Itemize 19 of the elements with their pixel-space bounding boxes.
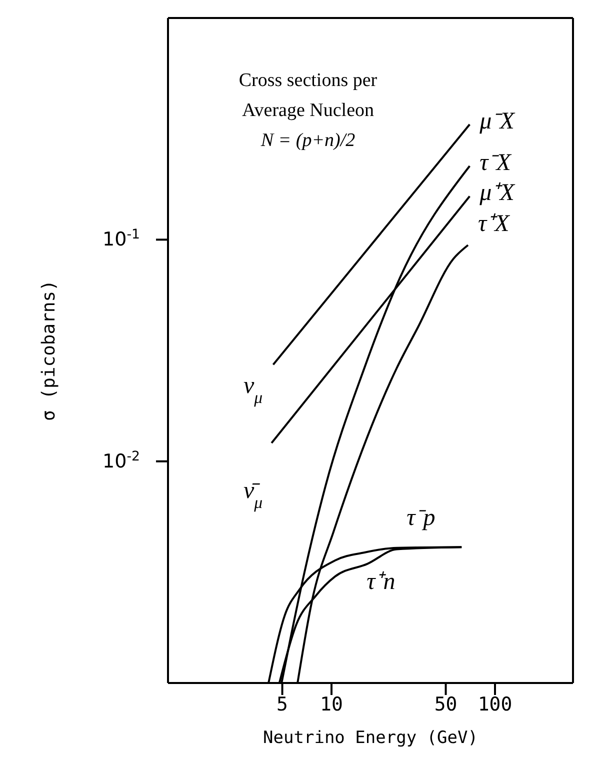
- annotation: Average Nucleon: [242, 100, 375, 121]
- x-tick-label: 100: [478, 693, 512, 716]
- x-tick-label: 10: [320, 693, 343, 716]
- y-tick-label: 10$^{-2}$: [102, 448, 140, 472]
- annotation: ν̄$_{μ}$: [243, 478, 263, 512]
- x-axis-title: Neutrino Energy (GeV): [263, 728, 478, 748]
- x-tick-label: 5: [276, 693, 288, 716]
- annotation: Cross sections per: [238, 70, 378, 91]
- series-label: τ⁻X: [480, 150, 512, 176]
- annotation: N = (p+n)/2: [260, 130, 356, 151]
- series-label: μ⁻X: [478, 108, 516, 134]
- y-axis-title: σ (picobarns): [38, 280, 60, 421]
- series-label: τ⁺n: [366, 569, 396, 596]
- series-label: τ⁺X: [478, 211, 511, 238]
- x-tick-label: 50: [434, 693, 458, 716]
- annotation: ν$_{μ}$: [243, 373, 263, 406]
- series-label: μ⁺X: [478, 180, 516, 206]
- series-label: τ⁻p: [406, 505, 436, 532]
- y-tick-label: 10$^{-1}$: [102, 227, 140, 251]
